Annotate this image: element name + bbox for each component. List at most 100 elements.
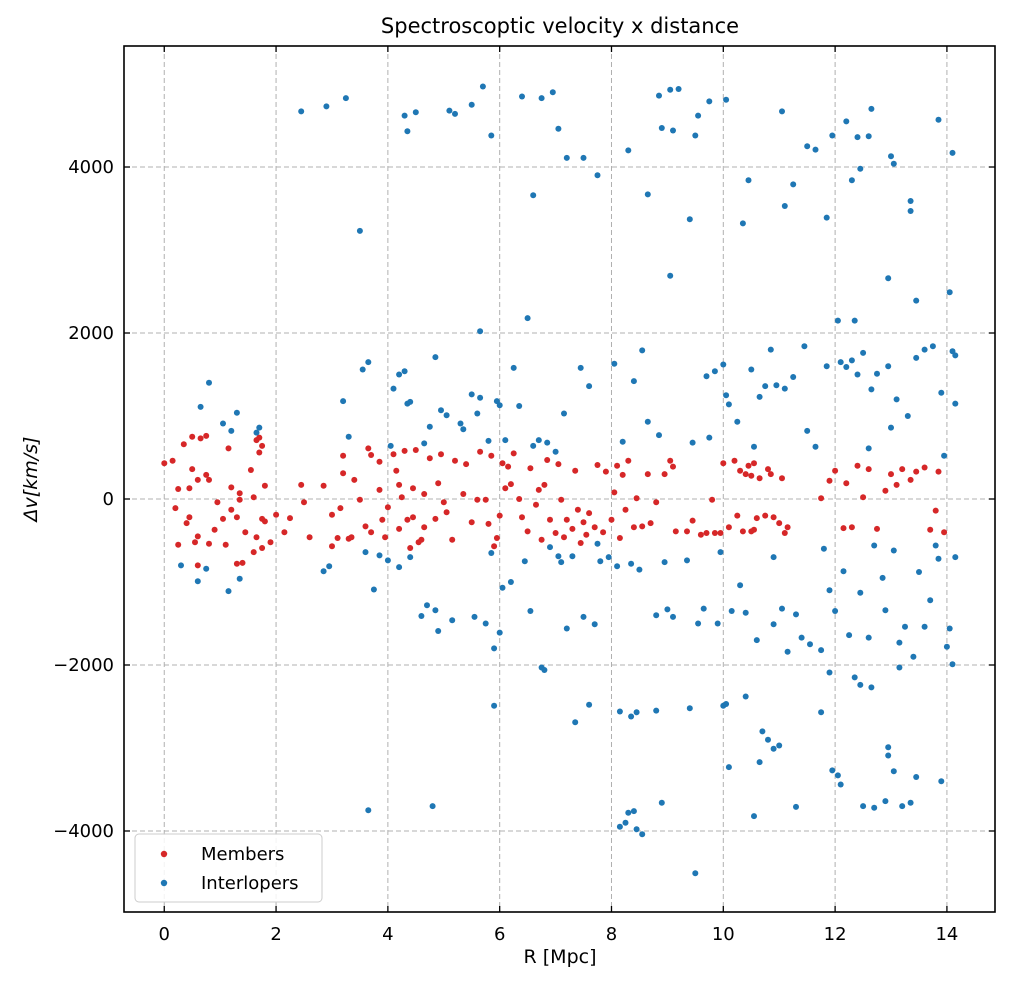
point-interlopers [206, 379, 212, 386]
point-members [463, 461, 470, 468]
point-interlopers [432, 607, 439, 614]
point-members [203, 471, 210, 478]
point-interlopers [946, 289, 953, 296]
point-interlopers [734, 418, 741, 425]
point-members [840, 525, 847, 532]
y-tick-label: −2000 [53, 655, 114, 676]
point-interlopers [429, 803, 436, 810]
point-interlopers [865, 445, 872, 452]
point-interlopers [365, 359, 372, 366]
point-interlopers [253, 429, 260, 436]
point-interlopers [882, 798, 889, 805]
point-members [619, 471, 626, 478]
point-interlopers [952, 400, 959, 407]
point-members [356, 496, 363, 503]
point-members [935, 468, 942, 475]
point-members [412, 447, 419, 453]
point-interlopers [628, 713, 635, 720]
point-members [206, 540, 212, 547]
point-members [524, 528, 531, 535]
point-interlopers [236, 575, 243, 582]
point-interlopers [594, 172, 601, 179]
point-interlopers [468, 101, 475, 108]
point-members [206, 476, 212, 483]
plot-frame [123, 45, 996, 913]
point-interlopers [910, 653, 917, 660]
point-interlopers [510, 364, 517, 371]
point-members [440, 499, 447, 506]
point-members [737, 467, 744, 474]
point-members [493, 535, 500, 541]
point-members [893, 481, 900, 488]
point-interlopers [692, 870, 699, 877]
point-interlopers [580, 154, 587, 161]
point-interlopers [742, 609, 749, 616]
point-interlopers [851, 674, 858, 681]
point-interlopers [457, 420, 464, 427]
point-interlopers [580, 613, 587, 620]
point-members [614, 462, 621, 469]
point-members [435, 480, 442, 487]
point-interlopers [770, 621, 777, 628]
point-interlopers [751, 443, 757, 450]
x-tick-label: 8 [606, 924, 617, 945]
point-members [169, 457, 176, 464]
point-interlopers [507, 579, 514, 585]
legend-label-interlopers: Interlopers [201, 873, 299, 894]
point-interlopers [720, 361, 727, 368]
point-interlopers [477, 394, 484, 401]
point-interlopers [656, 432, 662, 439]
y-axis-label: Δv[km/s] [20, 437, 42, 524]
point-interlopers [848, 357, 855, 364]
point-interlopers [614, 563, 621, 570]
point-members [337, 505, 344, 512]
point-members [281, 529, 288, 536]
point-members [899, 466, 906, 473]
ticks: 0 2 4 6 8 10 12 14 −4000 −2000 0 2000 4000 [53, 46, 995, 945]
point-members [734, 512, 741, 519]
point-members [843, 480, 850, 487]
point-interlopers [359, 366, 366, 373]
point-members [172, 505, 179, 512]
point-members [485, 520, 492, 527]
point-interlopers [812, 146, 819, 153]
point-interlopers [938, 389, 945, 396]
x-tick-label: 12 [824, 924, 847, 945]
point-interlopers [396, 564, 403, 571]
point-members [561, 534, 567, 541]
point-interlopers [407, 554, 414, 561]
point-interlopers [890, 160, 897, 167]
point-interlopers [745, 177, 752, 184]
point-interlopers [622, 819, 629, 826]
point-members [684, 528, 690, 535]
point-interlopers [468, 391, 475, 398]
point-interlopers [628, 560, 635, 567]
point-interlopers [737, 582, 744, 589]
point-interlopers [871, 804, 878, 811]
point-interlopers [818, 709, 825, 716]
point-interlopers [323, 103, 330, 110]
point-interlopers [516, 403, 523, 409]
point-members [396, 525, 403, 532]
point-interlopers [552, 448, 559, 455]
point-interlopers [356, 227, 363, 234]
point-members [488, 452, 495, 459]
point-interlopers [913, 774, 920, 780]
point-interlopers [435, 628, 442, 634]
point-interlopers [345, 433, 352, 440]
point-members [329, 543, 335, 550]
point-members [186, 514, 193, 521]
point-members [907, 476, 914, 483]
point-members [860, 494, 867, 501]
point-interlopers [496, 629, 503, 636]
point-interlopers [723, 96, 730, 103]
point-interlopers [225, 588, 232, 595]
point-interlopers [376, 552, 383, 559]
point-members [709, 496, 716, 503]
point-interlopers [857, 589, 864, 596]
point-members [452, 457, 458, 464]
point-members [717, 530, 724, 536]
point-interlopers [446, 107, 453, 114]
point-members [731, 457, 738, 464]
point-interlopers [943, 643, 950, 650]
